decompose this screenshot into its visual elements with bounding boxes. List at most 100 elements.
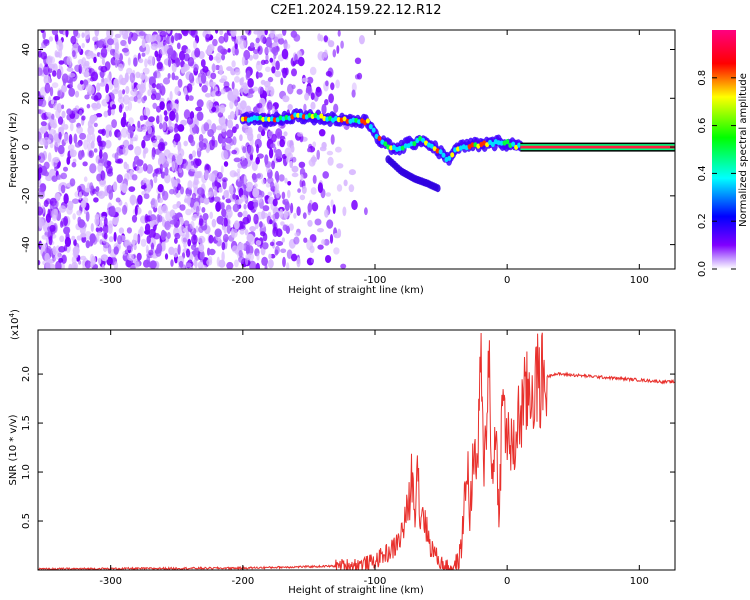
noise-speckle	[185, 208, 192, 216]
noise-speckle	[60, 184, 66, 194]
noise-speckle	[48, 36, 54, 42]
noise-speckle	[84, 30, 91, 40]
noise-speckle	[61, 104, 65, 110]
noise-speckle	[106, 184, 113, 194]
noise-speckle	[96, 82, 101, 92]
noise-speckle	[97, 257, 102, 265]
noise-speckle	[88, 150, 94, 159]
noise-speckle	[193, 158, 200, 169]
noise-speckle	[211, 91, 215, 98]
noise-speckle	[103, 110, 109, 118]
noise-speckle	[183, 109, 191, 120]
noise-speckle	[112, 216, 119, 225]
noise-speckle	[166, 232, 171, 239]
noise-speckle	[142, 163, 148, 172]
noise-speckle	[256, 252, 260, 261]
noise-speckle	[124, 30, 132, 33]
ridge-core	[371, 127, 376, 133]
noise-speckle	[71, 161, 77, 168]
noise-speckle	[211, 123, 217, 134]
noise-speckle	[325, 192, 331, 197]
noise-speckle	[215, 30, 219, 34]
noise-speckle	[351, 82, 357, 92]
noise-speckle	[219, 78, 227, 83]
noise-speckle	[109, 206, 116, 217]
noise-speckle	[177, 124, 185, 132]
noise-speckle	[180, 186, 184, 195]
noise-speckle	[61, 110, 66, 119]
noise-speckle	[78, 190, 83, 201]
noise-speckle	[201, 207, 206, 213]
noise-speckle	[263, 59, 269, 65]
noise-speckle	[131, 174, 138, 181]
noise-speckle	[231, 81, 235, 90]
noise-speckle	[233, 157, 241, 163]
noise-speckle	[230, 228, 238, 238]
noise-speckle	[90, 236, 94, 247]
noise-speckle	[77, 185, 82, 193]
noise-speckle	[69, 178, 76, 187]
noise-speckle	[164, 167, 169, 176]
noise-speckle	[226, 66, 233, 72]
noise-speckle	[304, 92, 310, 101]
x-tick-label: 100	[630, 576, 649, 587]
ridge-core	[435, 148, 440, 154]
noise-speckle	[229, 111, 235, 120]
noise-speckle	[38, 67, 43, 76]
noise-speckle	[287, 189, 291, 199]
ridge-core	[377, 135, 382, 141]
ridge-core	[412, 141, 417, 147]
noise-speckle	[86, 53, 92, 60]
noise-speckle	[255, 156, 260, 165]
noise-speckle	[348, 169, 356, 176]
noise-speckle	[227, 90, 234, 101]
noise-speckle	[333, 247, 340, 255]
noise-speckle	[159, 122, 163, 130]
noise-speckle	[314, 218, 322, 226]
noise-speckle	[164, 220, 171, 231]
noise-speckle	[168, 246, 175, 255]
noise-speckle	[128, 186, 136, 193]
noise-speckle	[150, 197, 157, 208]
x-tick-label: 100	[630, 275, 649, 286]
noise-speckle	[77, 59, 84, 65]
noise-speckle	[100, 47, 108, 58]
noise-speckle	[174, 232, 181, 240]
noise-speckle	[143, 135, 151, 142]
noise-speckle	[220, 165, 224, 174]
noise-speckle	[246, 181, 253, 189]
noise-speckle	[89, 163, 97, 174]
noise-speckle	[259, 221, 263, 228]
noise-speckle	[98, 38, 107, 47]
noise-speckle	[282, 30, 287, 36]
noise-speckle	[155, 247, 162, 257]
noise-speckle	[69, 118, 76, 124]
noise-speckle	[58, 39, 63, 47]
noise-speckle	[43, 199, 49, 208]
noise-speckle	[114, 59, 119, 68]
noise-speckle	[164, 253, 169, 260]
noise-speckle	[294, 232, 300, 237]
noise-speckle	[289, 139, 294, 150]
noise-speckle	[174, 159, 178, 170]
noise-speckle	[59, 235, 65, 243]
noise-speckle	[104, 139, 112, 149]
noise-speckle	[129, 169, 134, 178]
noise-speckle	[43, 64, 50, 76]
x-tick-label: -200	[231, 576, 254, 587]
noise-speckle	[159, 163, 163, 174]
noise-speckle	[152, 140, 160, 148]
noise-speckle	[200, 73, 207, 84]
noise-speckle	[122, 94, 130, 105]
noise-speckle	[151, 83, 157, 89]
noise-speckle	[73, 239, 77, 246]
noise-speckle	[229, 100, 234, 110]
noise-speckle	[256, 60, 260, 66]
noise-speckle	[226, 129, 234, 138]
noise-speckle	[93, 95, 99, 102]
noise-speckle	[76, 126, 83, 134]
ridge-core	[240, 116, 245, 122]
noise-speckle	[136, 94, 142, 104]
noise-speckle	[145, 244, 149, 254]
noise-speckle	[283, 131, 288, 137]
